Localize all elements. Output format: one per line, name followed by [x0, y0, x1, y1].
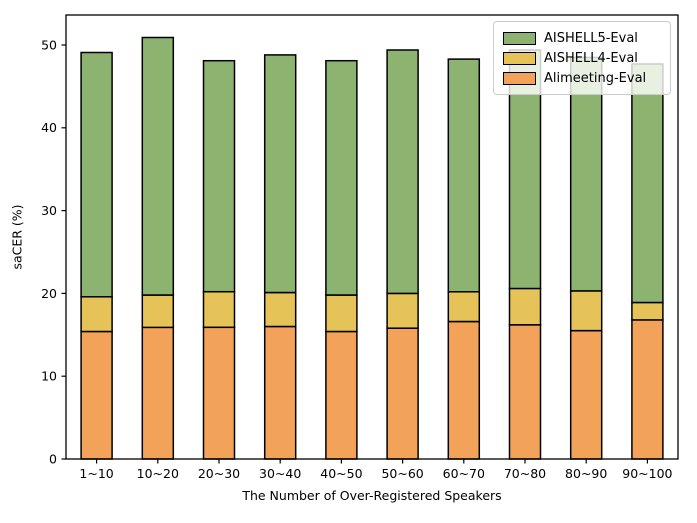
bar-segment-alimeeting-eval: [508, 324, 542, 460]
bar-segment-alimeeting-eval: [631, 319, 664, 460]
bar-segment-aishell5-eval: [325, 59, 358, 296]
bar-segment-aishell5-eval: [202, 59, 236, 293]
legend-item: Alimeeting-Eval: [503, 68, 661, 88]
x-tick-label: 80~90: [565, 466, 607, 481]
bar-segment-aishell5-eval: [80, 51, 113, 298]
bar-segment-aishell4-eval: [631, 301, 664, 321]
legend-swatch-alimeeting: [503, 71, 536, 85]
legend-item: AISHELL4-Eval: [503, 48, 661, 68]
bar-segment-alimeeting-eval: [202, 326, 236, 460]
legend-item: AISHELL5-Eval: [503, 28, 661, 48]
x-axis-title: The Number of Over-Registered Speakers: [242, 488, 502, 503]
bar-segment-alimeeting-eval: [569, 329, 603, 460]
bar-segment-aishell4-eval: [80, 295, 113, 333]
bar-segment-alimeeting-eval: [386, 327, 419, 460]
x-tick-label: 70~80: [504, 466, 546, 481]
y-tick-label: 30: [41, 203, 57, 218]
x-tick-label: 20~30: [198, 466, 240, 481]
legend-label: AISHELL5-Eval: [544, 30, 638, 46]
legend-label: AISHELL4-Eval: [544, 50, 638, 66]
legend-swatch-aishell5: [503, 31, 536, 45]
x-tick-label: 10~20: [137, 466, 179, 481]
bar-segment-aishell4-eval: [263, 291, 297, 328]
y-tick-label: 20: [41, 286, 57, 301]
bar-segment-alimeeting-eval: [263, 325, 297, 460]
x-tick-label: 1~10: [79, 466, 113, 481]
bar-segment-alimeeting-eval: [80, 330, 113, 460]
y-tick-label: 10: [41, 369, 57, 384]
legend-swatch-aishell4: [503, 51, 536, 65]
bar-segment-alimeeting-eval: [325, 330, 358, 460]
bar-segment-aishell4-eval: [202, 290, 236, 329]
bar-segment-aishell4-eval: [141, 294, 175, 329]
bar-segment-aishell4-eval: [325, 294, 358, 333]
bar-segment-aishell5-eval: [141, 36, 175, 296]
bar-segment-aishell4-eval: [447, 290, 481, 323]
y-tick-label: 40: [41, 120, 57, 135]
bar-segment-aishell5-eval: [447, 58, 481, 293]
x-tick-label: 90~100: [622, 466, 672, 481]
legend-label: Alimeeting-Eval: [544, 70, 647, 86]
bar-segment-aishell5-eval: [263, 54, 297, 294]
bar-segment-aishell5-eval: [631, 63, 664, 304]
y-tick-label: 0: [49, 451, 57, 466]
y-axis-title: saCER (%): [9, 204, 25, 270]
y-tick-label: 50: [41, 37, 57, 52]
bar-segment-aishell5-eval: [386, 49, 419, 295]
bar-segment-aishell5-eval: [569, 56, 603, 292]
bar-segment-aishell4-eval: [386, 292, 419, 329]
legend: AISHELL5-Eval AISHELL4-Eval Alimeeting-E…: [493, 21, 671, 95]
bar-segment-alimeeting-eval: [447, 320, 481, 460]
bar-segment-aishell4-eval: [569, 290, 603, 332]
x-tick-label: 60~70: [443, 466, 485, 481]
bar-segment-alimeeting-eval: [141, 326, 175, 460]
bar-segment-aishell4-eval: [508, 287, 542, 326]
x-tick-label: 50~60: [381, 466, 423, 481]
plot-border: [65, 14, 679, 460]
x-tick-label: 30~40: [259, 466, 301, 481]
x-tick-label: 40~50: [320, 466, 362, 481]
